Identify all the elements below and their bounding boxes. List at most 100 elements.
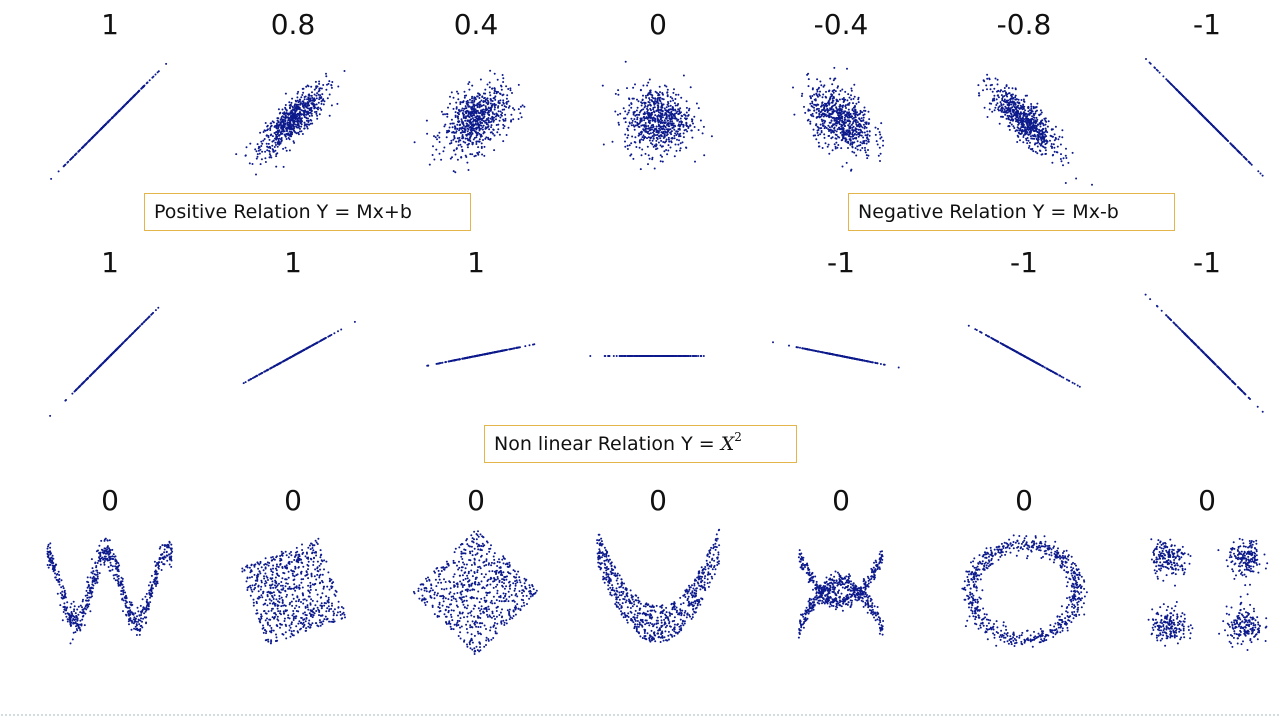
scatter-point (464, 119, 467, 122)
scatter-point (659, 115, 662, 118)
scatter-point (309, 107, 312, 110)
scatter-point (677, 93, 680, 96)
scatter-point (291, 115, 294, 118)
scatter-point (165, 62, 168, 65)
scatter-point (120, 343, 123, 346)
scatter-point (662, 124, 665, 127)
scatter-point (831, 129, 834, 132)
scatter-point (455, 147, 458, 150)
scatter-point (1047, 120, 1050, 123)
scatter-point (311, 96, 314, 99)
scatter-point (471, 143, 474, 146)
scatter-point (682, 136, 685, 139)
scatter-point (313, 100, 316, 103)
scatter-point (686, 130, 689, 133)
scatter-point (849, 132, 852, 135)
scatter-point (458, 120, 461, 123)
scatter-point (436, 138, 438, 141)
scatter-point (481, 128, 484, 131)
scatter-point (1033, 125, 1036, 128)
scatter-point (285, 127, 287, 130)
scatter-point (859, 141, 862, 144)
scatter-point (88, 139, 91, 142)
scatter-point (827, 143, 830, 146)
scatter-point (466, 130, 469, 133)
scatter-point (667, 105, 670, 108)
scatter-point (810, 105, 813, 107)
scatter-point (685, 146, 687, 149)
scatter-point (866, 157, 869, 160)
scatter-point (823, 133, 826, 136)
scatter-point (636, 106, 639, 109)
scatter-point (305, 113, 308, 116)
scatter-point (864, 146, 866, 149)
scatter-point (993, 87, 996, 90)
scatter-point (308, 345, 311, 348)
scatter-point (633, 128, 636, 131)
scatter-point (880, 122, 883, 125)
scatter-point (268, 150, 271, 153)
scatter-point (513, 108, 516, 111)
scatter-point (1005, 99, 1008, 102)
scatter-point (701, 132, 704, 135)
scatter-point (493, 92, 496, 95)
scatter-point (855, 154, 858, 157)
scatter-point (115, 348, 118, 351)
scatter-point (996, 78, 999, 81)
scatter-point (1007, 116, 1010, 119)
scatter-point (307, 85, 310, 88)
scatter-point (632, 86, 635, 89)
scatter-point (292, 114, 295, 117)
scatter-point (661, 160, 664, 163)
scatter-point (447, 129, 450, 132)
scatter-point (1042, 124, 1045, 127)
scatter-point (292, 140, 295, 143)
scatter-point (322, 103, 325, 106)
scatter-point (854, 127, 857, 130)
scatter-point (337, 85, 340, 88)
scatter-point (835, 134, 838, 136)
scatter-point (643, 119, 646, 122)
scatter-point (282, 165, 285, 168)
scatter-point (658, 85, 661, 88)
scatter-point (474, 111, 477, 114)
scatter-point (690, 129, 693, 132)
scatter-point (654, 114, 657, 117)
scatter-point (1034, 129, 1037, 132)
scatter-point (682, 132, 685, 135)
scatter-point (982, 79, 985, 82)
scatter-point (862, 136, 865, 139)
scatter-point (316, 85, 319, 88)
scatter-point (316, 114, 319, 117)
scatter-point (426, 364, 429, 367)
scatter-point (1040, 142, 1043, 145)
scatter-point (862, 116, 865, 119)
scatter-point (1044, 140, 1047, 142)
scatter-point (857, 124, 860, 127)
scatter-point (809, 95, 812, 98)
scatter-point (634, 120, 637, 123)
scatter-point (644, 130, 647, 132)
scatter-point (450, 118, 453, 121)
scatter-point (821, 96, 824, 99)
scatter-point (274, 144, 277, 146)
scatter-point (436, 134, 439, 137)
scatter-point (1205, 118, 1208, 121)
scatter-point (119, 344, 122, 347)
scatter-point (817, 134, 820, 137)
scatter-point (288, 101, 291, 104)
scatter-point (266, 369, 269, 372)
scatter-point (254, 148, 257, 151)
scatter-point (458, 124, 461, 127)
scatter-point (809, 122, 812, 125)
scatter-point (493, 149, 496, 152)
scatter-point (846, 133, 849, 136)
scatter-point (804, 111, 807, 114)
scatter-point (843, 119, 846, 121)
scatter-point (310, 109, 313, 112)
scatter-point (474, 116, 477, 119)
scatter-point (840, 123, 843, 126)
scatter-point (628, 109, 631, 112)
negative-relation-label: Negative Relation Y = Mx-b (848, 193, 1175, 231)
scatter-point (438, 136, 441, 139)
